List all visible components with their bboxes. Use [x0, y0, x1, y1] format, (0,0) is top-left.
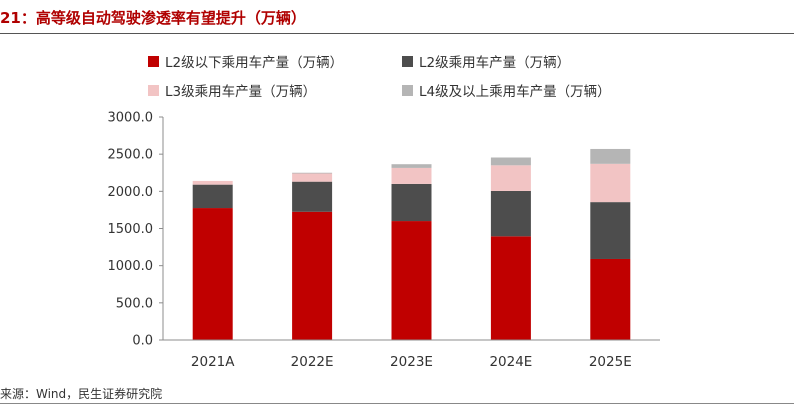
legend-swatch-l4-plus	[402, 84, 413, 96]
x-tick-label: 2024E	[489, 354, 532, 370]
legend-swatch-l2	[402, 55, 413, 67]
bar-segment-l2	[490, 190, 531, 237]
bar-segment-l2	[292, 181, 333, 212]
figure-title: 21：高等级自动驾驶渗透率有望提升（万辆）	[0, 9, 306, 27]
x-tick-label: 2025E	[589, 354, 632, 370]
legend-item-l3: L3级乘用车产量（万辆）	[148, 80, 316, 100]
x-tick-label: 2023E	[390, 354, 433, 370]
bar-segment-l3	[391, 167, 432, 184]
legend-swatch-l3	[148, 84, 159, 96]
bar-segment-l2	[192, 184, 233, 209]
bar-segment-l4-plus	[292, 172, 333, 174]
bar-segment-l3	[292, 173, 333, 182]
x-tick-label: 2022E	[291, 354, 334, 370]
bar-segment-l2	[391, 183, 432, 222]
bar-segment-below-l2	[490, 236, 531, 340]
bar-segment-l4-plus	[490, 157, 531, 166]
y-tick-label: 1000.0	[108, 259, 154, 274]
y-tick-label: 0.0	[132, 334, 153, 349]
bar-segment-below-l2	[192, 208, 233, 340]
legend-label-l3: L3级乘用车产量（万辆）	[165, 84, 317, 100]
legend-swatch-below-l2	[148, 55, 159, 67]
bar-segment-l2	[590, 202, 631, 259]
bar-segment-l3	[192, 180, 233, 185]
bar-segment-below-l2	[391, 221, 432, 340]
y-tick-label: 2000.0	[108, 185, 154, 200]
y-tick-label: 2500.0	[108, 148, 154, 163]
bar-segment-l4-plus	[590, 148, 631, 164]
y-tick-label: 1500.0	[108, 222, 154, 237]
source-note: 来源：Wind，民生证券研究院	[0, 387, 163, 401]
title-divider	[0, 33, 794, 34]
bar-segment-below-l2	[590, 258, 631, 340]
legend-label-l2: L2级乘用车产量（万辆）	[419, 55, 571, 71]
stacked-bar-chart: 0.0 500.0 1000.0 1500.0 2000.0 2500.0 3000.0 20…	[108, 111, 660, 370]
bar-segment-below-l2	[292, 211, 333, 340]
legend-item-l4-plus: L4级及以上乘用车产量（万辆）	[402, 80, 611, 100]
legend-label-below-l2: L2级以下乘用车产量（万辆）	[165, 55, 344, 71]
bottom-divider	[0, 403, 794, 404]
bar-segment-l3	[590, 163, 631, 203]
bar-segment-l4-plus	[391, 164, 432, 168]
x-tick-label: 2021A	[191, 354, 235, 370]
legend-item-l2: L2级乘用车产量（万辆）	[402, 51, 570, 71]
bar-segment-l3	[490, 165, 531, 191]
y-tick-label: 3000.0	[108, 111, 154, 126]
legend-label-l4-plus: L4级及以上乘用车产量（万辆）	[419, 84, 611, 100]
chart-legend: L2级以下乘用车产量（万辆） L2级乘用车产量（万辆） L3级乘用车产量（万辆）…	[0, 0, 794, 110]
legend-item-below-l2: L2级以下乘用车产量（万辆）	[148, 51, 343, 71]
y-tick-label: 500.0	[116, 296, 153, 311]
